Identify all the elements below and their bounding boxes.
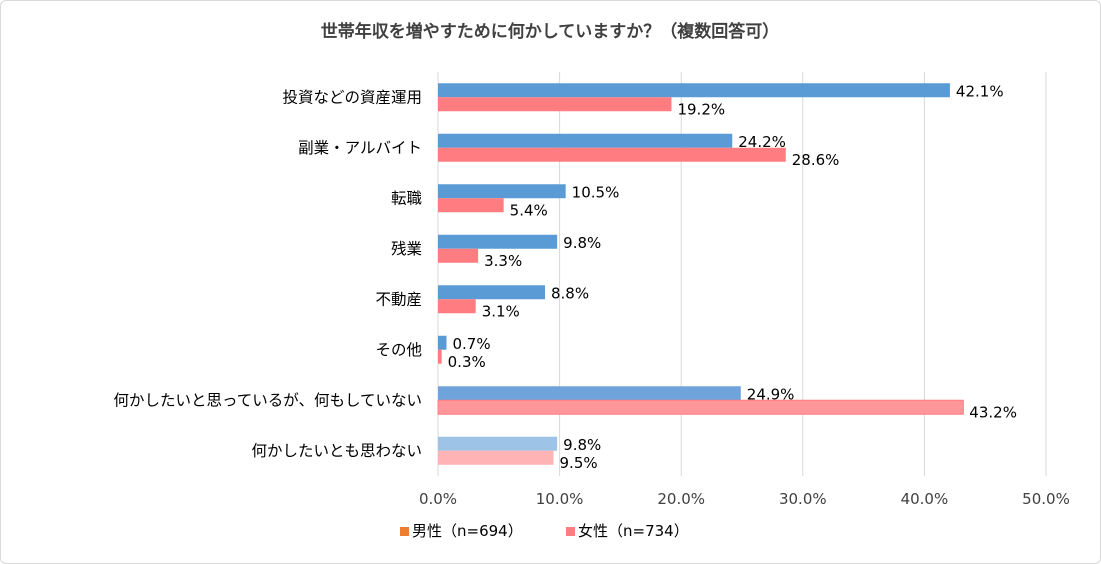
- value-labels: 42.1% 19.2% 24.2% 28.6% 10.5% 5.4% 9.8% 3.3% 8.8…: [448, 82, 1017, 472]
- bar-female: [438, 248, 479, 263]
- x-tick-label: 20.0%: [657, 490, 705, 508]
- category-label: 投資などの資産運用: [282, 88, 422, 106]
- value-label-female: 3.1%: [482, 302, 520, 320]
- bar-female: [438, 97, 672, 112]
- bar-male: [438, 234, 558, 249]
- x-tick-label: 10.0%: [536, 490, 584, 508]
- value-label-female: 43.2%: [969, 403, 1017, 421]
- category-label: 副業・アルバイト: [298, 139, 422, 157]
- value-label-female: 0.3%: [448, 353, 486, 371]
- legend-label-female: 女性（n=734）: [578, 522, 689, 540]
- bar-male: [438, 386, 741, 401]
- bar-female: [438, 147, 786, 162]
- legend-marker-male: [400, 527, 409, 536]
- bar-male: [438, 285, 546, 300]
- bar-male: [438, 133, 733, 148]
- bar-male: [438, 335, 447, 350]
- value-label-female: 9.5%: [560, 454, 598, 472]
- category-labels: 投資などの資産運用副業・アルバイト転職残業不動産その他何かしたいと思っているが、…: [114, 88, 423, 460]
- category-label: 何かしたいとも思わない: [251, 442, 422, 460]
- x-tick-label: 40.0%: [901, 490, 949, 508]
- x-tick-label: 30.0%: [779, 490, 827, 508]
- value-label-male: 9.8%: [563, 234, 601, 252]
- value-label-male: 10.5%: [572, 183, 620, 201]
- category-label: 転職: [391, 189, 423, 207]
- bars: [437, 83, 964, 465]
- value-label-male: 24.2%: [738, 133, 786, 151]
- bar-female: [437, 399, 964, 415]
- value-label-female: 3.3%: [484, 252, 522, 270]
- value-label-male: 24.9%: [747, 385, 795, 403]
- legend: 男性（n=694） 女性（n=734）: [400, 522, 689, 540]
- category-label: 残業: [391, 240, 422, 258]
- value-label-male: 8.8%: [551, 284, 589, 302]
- legend-label-male: 男性（n=694）: [412, 522, 523, 540]
- bar-female: [438, 299, 476, 314]
- bar-female: [438, 349, 442, 364]
- x-tick-label: 0.0%: [419, 490, 457, 508]
- value-label-male: 0.7%: [453, 335, 491, 353]
- legend-marker-female: [566, 527, 575, 536]
- bar-female: [438, 450, 554, 465]
- category-label: 不動産: [375, 290, 422, 308]
- x-axis-ticks: 0.0% 10.0% 20.0% 30.0% 40.0% 50.0%: [419, 490, 1070, 508]
- x-tick-label: 50.0%: [1022, 490, 1070, 508]
- bar-male: [438, 436, 558, 451]
- bar-female: [438, 198, 504, 213]
- value-label-male: 42.1%: [956, 82, 1004, 100]
- category-label: 何かしたいと思っているが、何もしていない: [114, 391, 422, 409]
- value-label-female: 19.2%: [677, 100, 725, 118]
- bar-male: [438, 83, 950, 98]
- category-label: その他: [375, 341, 422, 359]
- bar-male: [438, 184, 566, 199]
- value-label-male: 9.8%: [563, 436, 601, 454]
- value-label-female: 5.4%: [510, 201, 548, 219]
- chart-title: 世帯年収を増やすために何かしていますか？（複数回答可）: [321, 21, 780, 42]
- value-label-female: 28.6%: [792, 151, 840, 169]
